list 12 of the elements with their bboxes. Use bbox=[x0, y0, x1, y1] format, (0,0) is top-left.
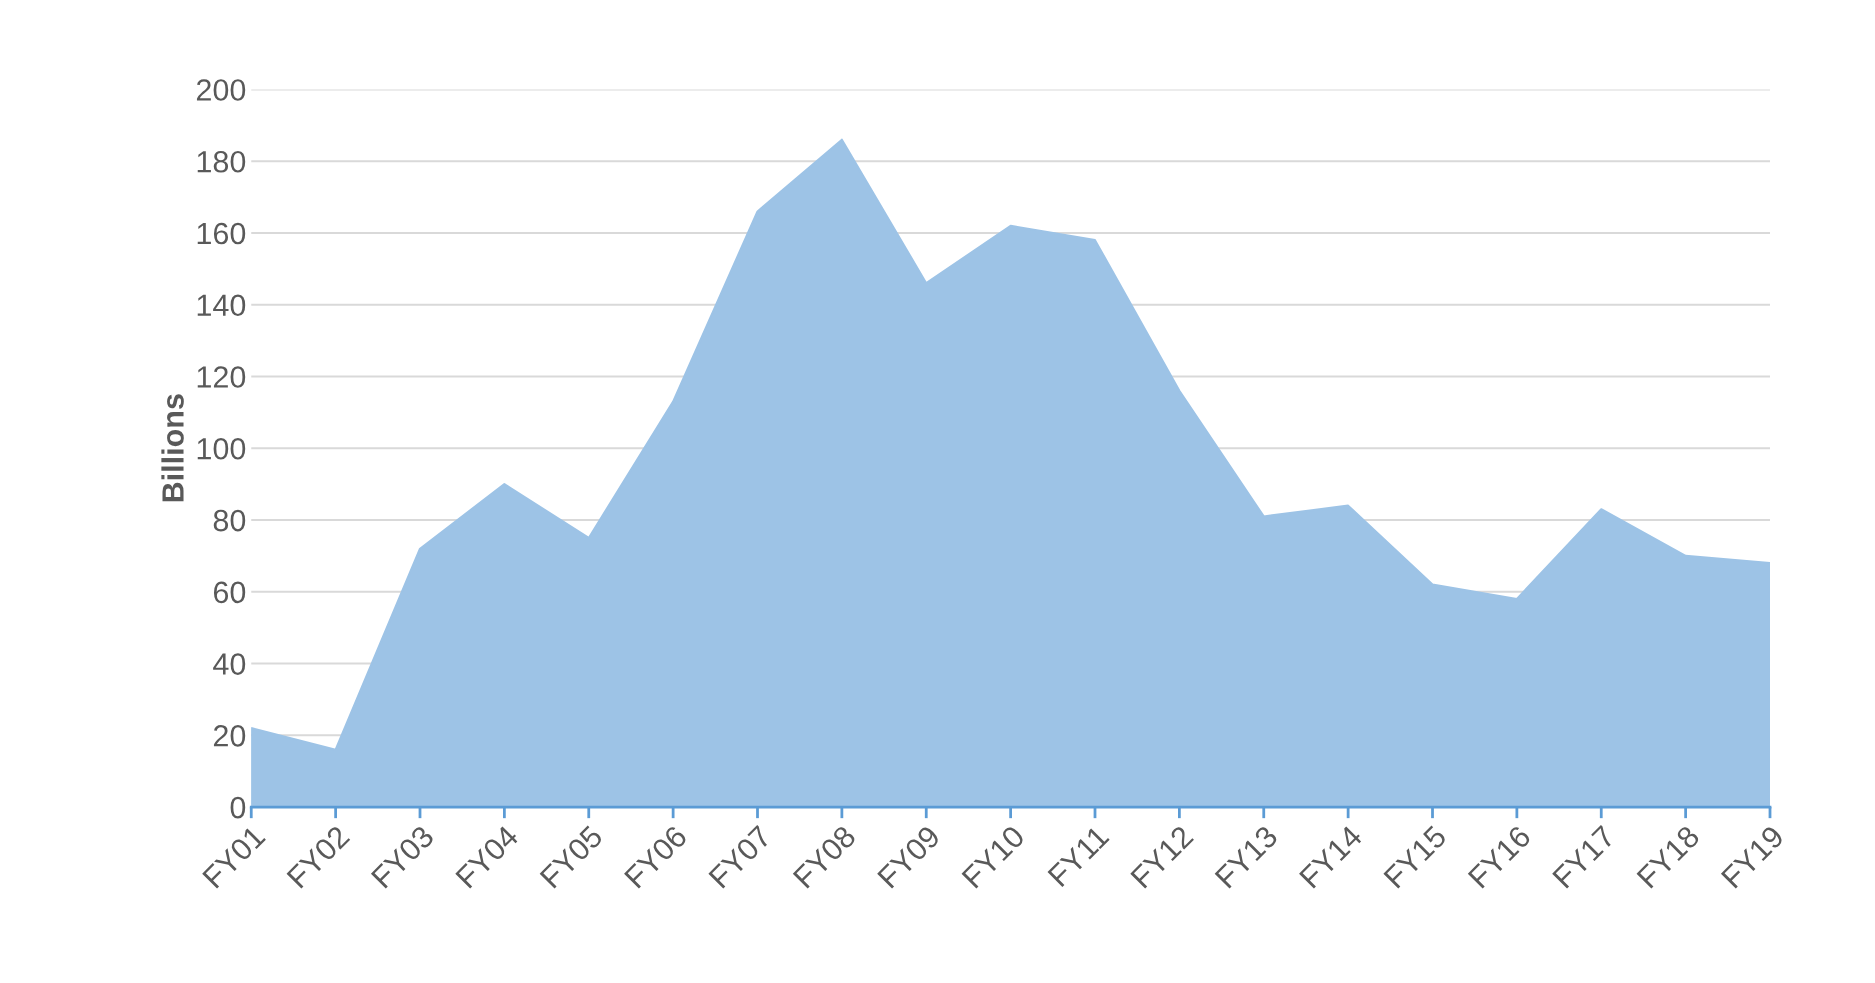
y-tick-label: 40 bbox=[213, 653, 246, 675]
y-tick-label: 140 bbox=[197, 294, 246, 317]
y-tick-label: 160 bbox=[197, 222, 246, 245]
y-tick-label: 80 bbox=[213, 509, 246, 532]
y-axis-title: Billions bbox=[161, 394, 184, 502]
y-tick-label: 200 bbox=[196, 79, 246, 101]
y-tick-label: 100 bbox=[197, 437, 246, 460]
y-tick-label: 180 bbox=[197, 150, 246, 173]
y-tick-label: 0 bbox=[230, 796, 246, 819]
y-tick-label: 120 bbox=[197, 366, 246, 388]
y-tick-label: 60 bbox=[213, 581, 246, 604]
y-tick-label: 20 bbox=[213, 725, 246, 747]
